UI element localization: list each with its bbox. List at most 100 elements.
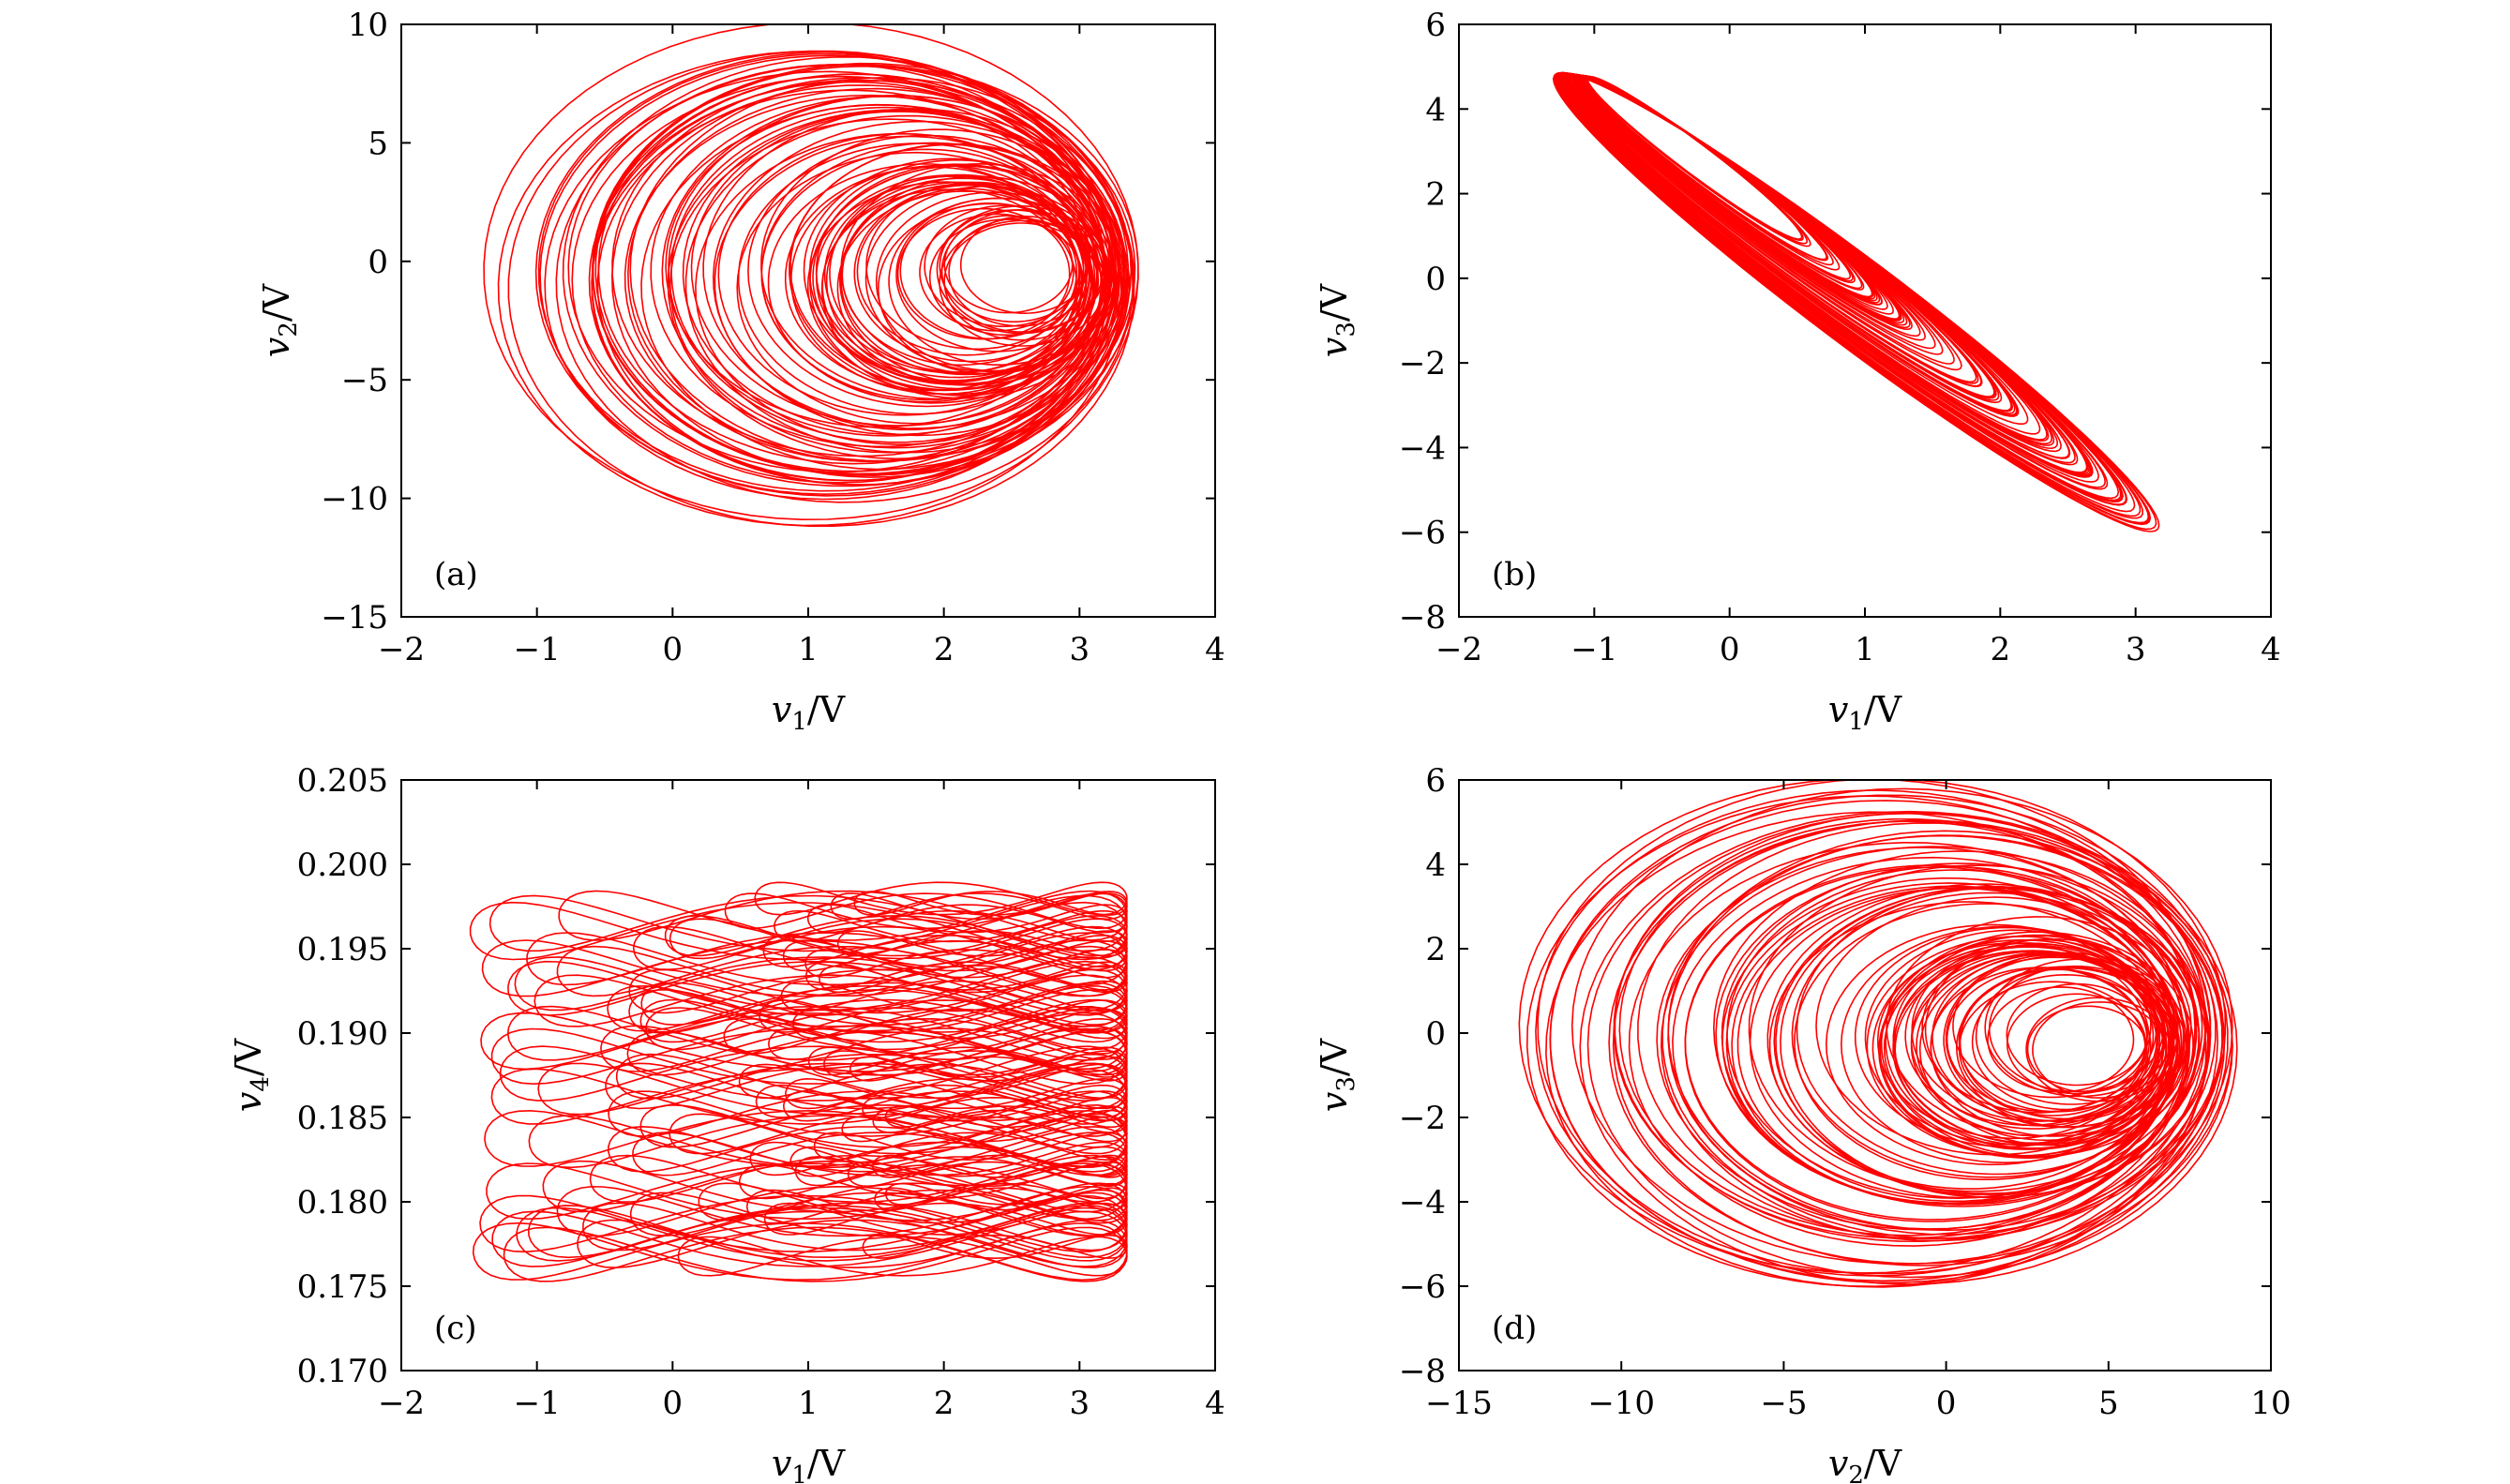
y-axis-label: v3/V [1314, 283, 1360, 357]
panel-b: −2 −1 0 1 2 3 4 −8 −6 −4 −2 0 2 4 6 (b) v1/V v3/V [1314, 7, 2281, 736]
x-tick-label: 1 [798, 631, 819, 668]
x-tick-label: 4 [1205, 1385, 1225, 1422]
x-axis-label: v1/V [772, 1443, 846, 1484]
trajectory-loop [1661, 834, 2223, 1240]
x-tick-label: 0 [1720, 631, 1740, 668]
trajectory-loop [555, 63, 1134, 503]
x-tick-label: 2 [934, 631, 954, 668]
y-axis-label: v3/V [1314, 1038, 1360, 1112]
trajectory-loop [1579, 75, 1878, 302]
trajectory-loop [1613, 817, 2198, 1239]
trajectory-loop [472, 1222, 1128, 1282]
trajectory-loop [767, 163, 1083, 403]
trajectory-loop [1582, 75, 1852, 280]
x-tick-label: 0 [1936, 1385, 1957, 1422]
y-tick-label: 0.170 [297, 1353, 388, 1390]
trajectory-loop [1561, 72, 2062, 453]
attractor-trajectory [1552, 71, 2160, 532]
x-tick-label: −15 [1425, 1385, 1493, 1422]
trajectory-loop [1583, 75, 1834, 266]
trajectory-loop [1871, 938, 2174, 1157]
trajectory-loop [677, 1236, 1128, 1277]
trajectory-loop [632, 1132, 1128, 1177]
trajectory-loop [1576, 74, 1905, 324]
x-tick-label: −10 [1587, 1385, 1655, 1422]
y-tick-label: 0.180 [297, 1184, 388, 1222]
y-tick-label: 4 [1425, 847, 1446, 884]
y-tick-label: −10 [321, 481, 388, 518]
y-tick-label: −5 [341, 362, 388, 399]
panel-label: (c) [434, 1310, 477, 1347]
trajectory-loop [1566, 73, 2012, 412]
y-tick-label: 4 [1425, 91, 1446, 128]
trajectory-loop [1545, 811, 2207, 1288]
x-tick-label: −1 [514, 631, 561, 668]
x-tick-label: 1 [1855, 631, 1875, 668]
trajectory-loop [589, 1154, 1128, 1204]
y-tick-label: 0 [1425, 1015, 1446, 1053]
trajectory-loop [640, 104, 1122, 471]
trajectory-loop [1579, 75, 1881, 304]
trajectory-loop [1794, 903, 2179, 1180]
y-axis-label: v2/V [256, 283, 303, 357]
trajectory-loop [1796, 886, 2198, 1176]
y-tick-label: 6 [1425, 762, 1446, 800]
y-tick-label: −6 [1399, 1268, 1446, 1306]
trajectory-loop [514, 956, 1128, 1012]
trajectory-loop [815, 174, 1088, 382]
trajectory-loop [1945, 954, 2178, 1123]
trajectory-loop [864, 185, 1111, 373]
trajectory-loop [645, 1007, 1128, 1051]
trajectory-loop [784, 166, 1081, 392]
y-tick-label: −2 [1399, 1100, 1446, 1137]
trajectory-loop [899, 202, 1080, 340]
trajectory-loop [1573, 74, 1936, 350]
x-tick-label: 0 [663, 1385, 684, 1422]
trajectory-loop [1518, 780, 2207, 1274]
panel-label: (a) [434, 556, 478, 593]
y-tick-label: 2 [1425, 931, 1446, 968]
trajectory-loop [698, 1182, 1128, 1222]
trajectory-loop [830, 892, 1128, 921]
attractor-trajectory [483, 24, 1139, 528]
trajectory-loop [943, 215, 1074, 314]
y-tick-label: 0.175 [297, 1268, 388, 1306]
x-tick-label: 2 [934, 1385, 954, 1422]
trajectory-loop [1878, 942, 2179, 1160]
trajectory-loop [1572, 74, 1944, 355]
trajectory-loop [875, 191, 1112, 372]
x-tick-label: 0 [663, 631, 684, 668]
trajectory-loop [1656, 847, 2189, 1231]
trajectory-loop [762, 934, 1128, 968]
x-tick-label: 5 [2098, 1385, 2119, 1422]
trajectory-loop [2006, 982, 2149, 1087]
trajectory-loop [840, 162, 1120, 375]
x-tick-label: 3 [1070, 1385, 1090, 1422]
trajectory-loop [1577, 74, 1901, 322]
trajectory-loop [537, 1062, 1128, 1116]
trajectory-loop [785, 1077, 1128, 1110]
trajectory-loop [1579, 75, 1876, 300]
trajectory-loop [668, 95, 1126, 443]
trajectory-loop [490, 1027, 1128, 1086]
y-axis-label: v4/V [228, 1038, 275, 1112]
panel-label: (d) [1492, 1310, 1537, 1347]
trajectory-loop [1578, 74, 1888, 310]
trajectory-loop [1579, 810, 2238, 1285]
trajectory-loop [1910, 953, 2165, 1137]
panel-c: −2 −1 0 1 2 3 4 0.170 0.175 0.180 0.185 0.190 0.195 0… [228, 762, 1225, 1484]
trajectory-loop [794, 1156, 1128, 1187]
y-tick-label: 0.185 [297, 1100, 388, 1137]
trajectory-loop [628, 988, 1128, 1034]
trajectory-loop [821, 188, 1077, 383]
trajectory-loop [1946, 967, 2148, 1113]
trajectory-loop [1556, 72, 2120, 500]
trajectory-loop [723, 1017, 1128, 1055]
trajectory-loop [823, 1050, 1128, 1078]
x-tick-label: −1 [1571, 631, 1617, 668]
trajectory-loop [537, 52, 1116, 492]
y-tick-label: 0 [1425, 261, 1446, 298]
trajectory-loop [516, 1207, 1128, 1262]
trajectory-loop [556, 945, 1128, 997]
